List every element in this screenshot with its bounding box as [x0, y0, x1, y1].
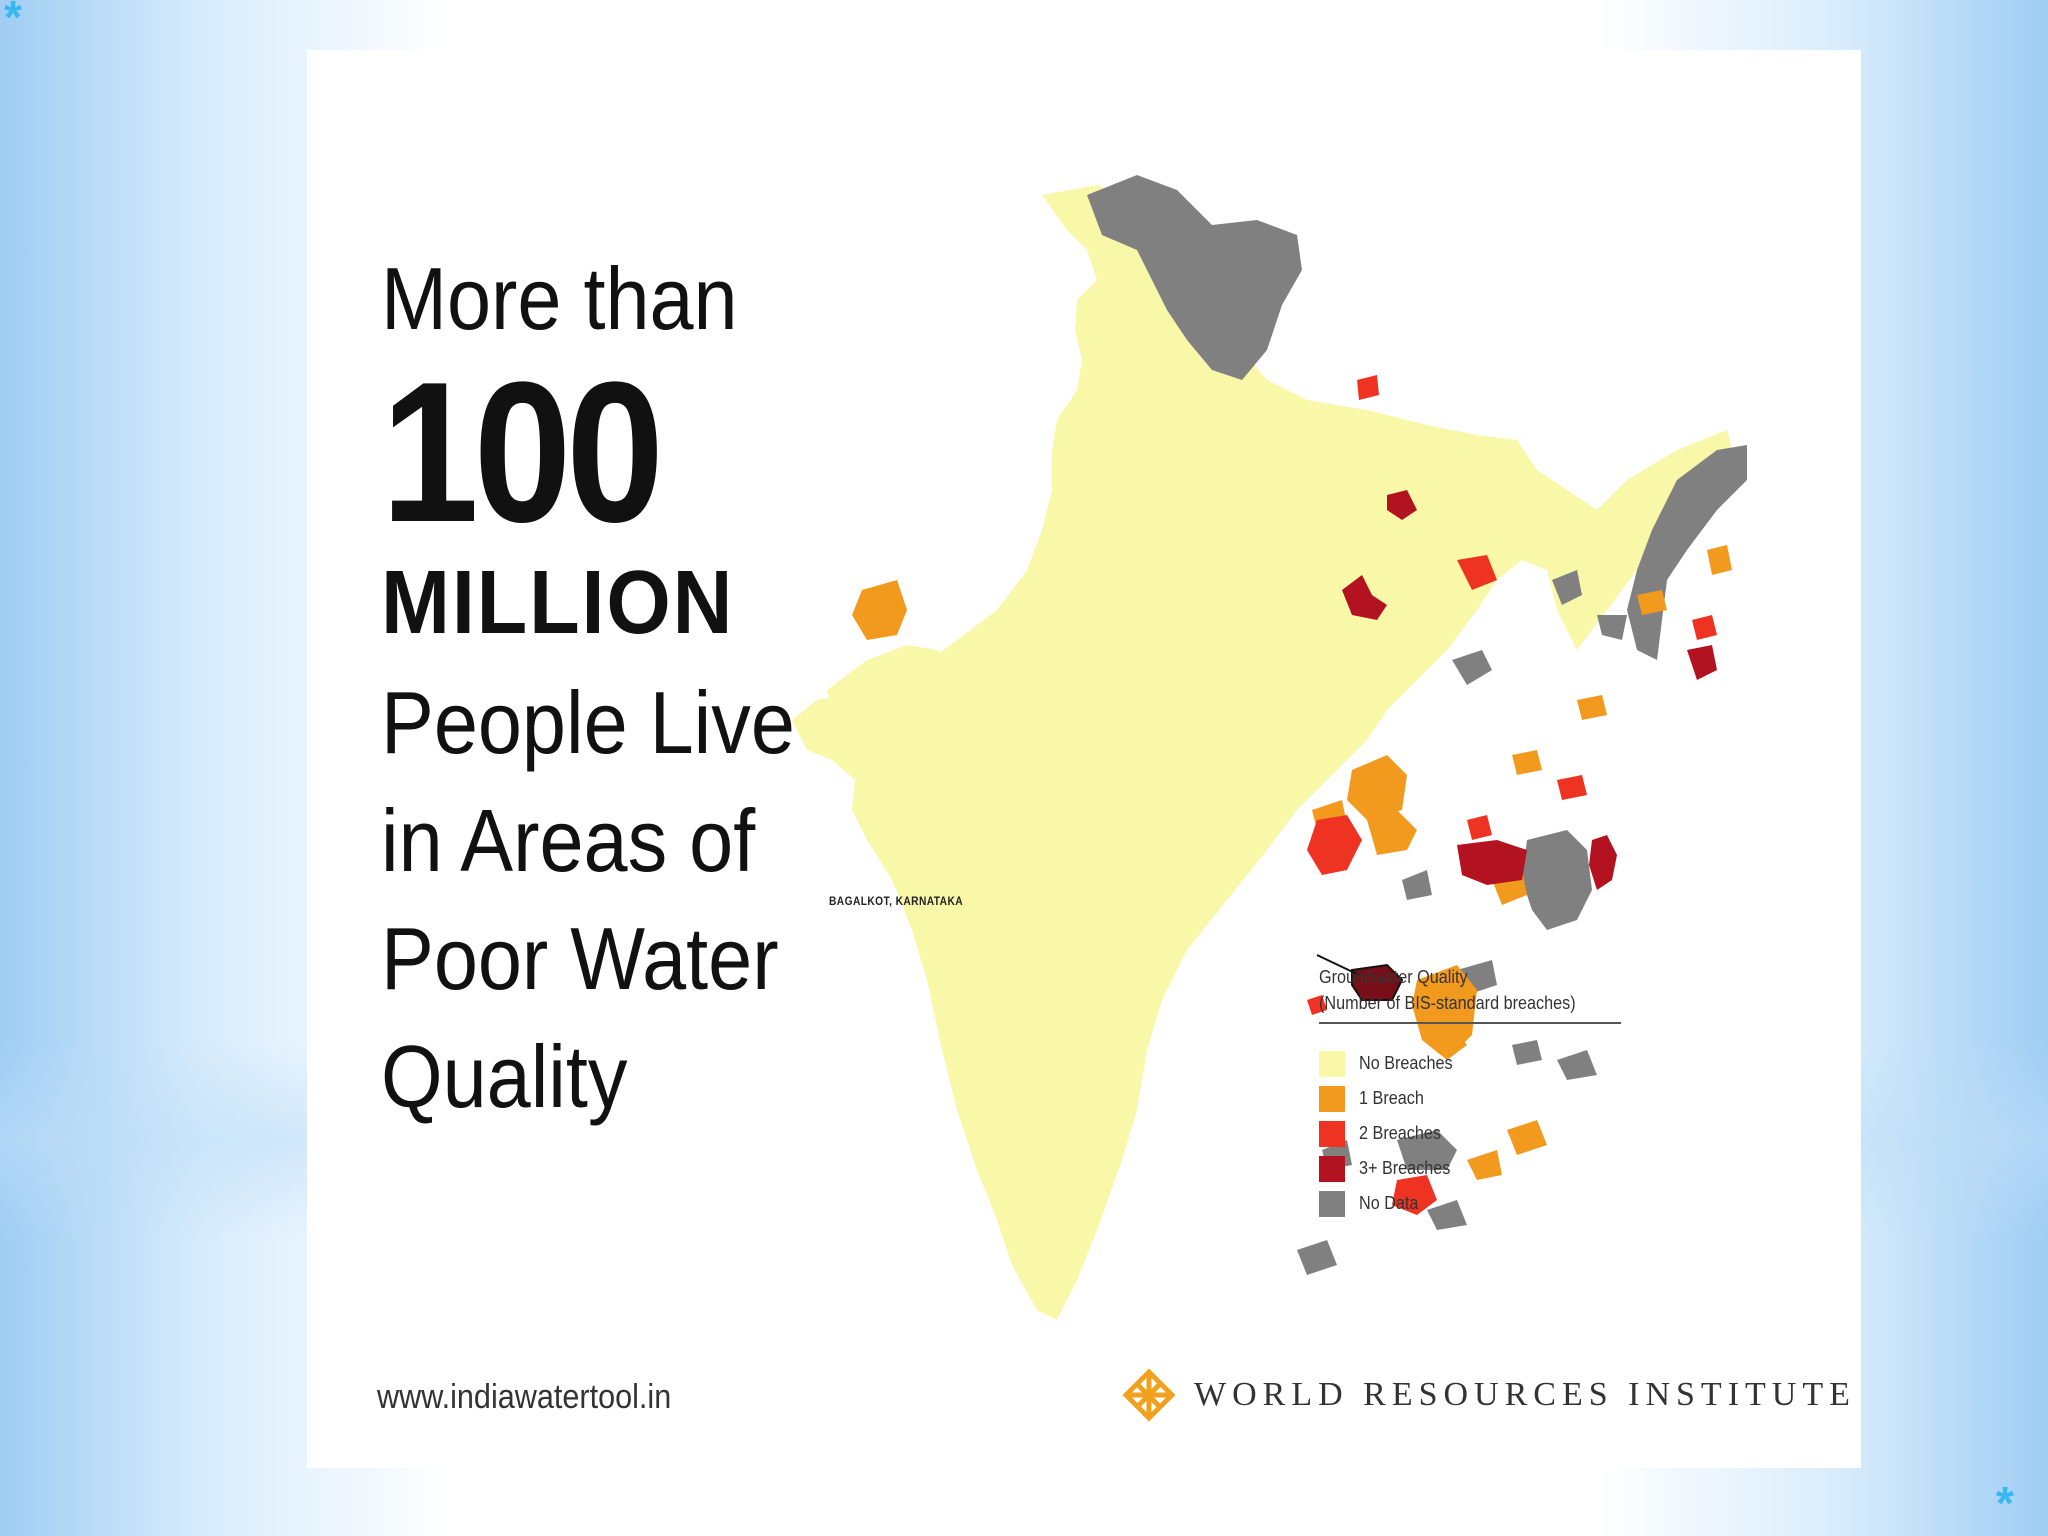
- legend-item: No Breaches: [1319, 1046, 1621, 1081]
- infographic-card: More than 100 MILLION People Live in Are…: [307, 50, 1861, 1468]
- map-region-1-breach-8: [1507, 1120, 1547, 1155]
- headline-line-1: More than: [381, 249, 738, 348]
- legend-label: No Data: [1359, 1193, 1419, 1213]
- headline-line-7: Quality: [381, 1027, 628, 1126]
- legend-swatch: [1319, 1050, 1345, 1077]
- map-region-no-data-south: [1397, 1130, 1457, 1170]
- bagalkot-callout: BAGALKOT, KARNATAKA: [829, 894, 964, 908]
- map-region-no-data-1: [1552, 570, 1582, 605]
- map-region-no-data-2: [1597, 615, 1627, 640]
- legend-label: 2 Breaches: [1359, 1123, 1441, 1143]
- corner-asterisk-icon: *: [1996, 1477, 2014, 1529]
- map-region-3plus-breaches-2: [1457, 840, 1527, 885]
- headline-line-6: Poor Water: [381, 909, 779, 1008]
- headline-line-4: People Live: [381, 673, 795, 772]
- map-region-1-breach-7: [1637, 590, 1667, 615]
- map-region-3plus-breaches-5: [1687, 645, 1717, 680]
- map-region-no-data-3: [1452, 650, 1492, 685]
- legend-swatch: [1319, 1155, 1345, 1182]
- legend-swatch: [1319, 1190, 1345, 1217]
- legend-item: No Data: [1319, 1186, 1621, 1221]
- legend-item: 2 Breaches: [1319, 1116, 1621, 1151]
- headline-number: 100: [381, 341, 664, 564]
- map-region-1-breach-13: [1512, 750, 1542, 775]
- map-region-2-breaches-2: [1392, 1175, 1437, 1215]
- map-region-1-breach-9: [1467, 1150, 1502, 1180]
- map-region-west: [827, 645, 957, 730]
- legend-subtitle: (Number of BIS-standard breaches): [1319, 993, 1576, 1013]
- map-region-2-breaches-8: [1307, 995, 1327, 1015]
- legend-item: 1 Breach: [1319, 1081, 1621, 1116]
- map-region-3plus-breaches-1: [1342, 575, 1387, 620]
- map-region-1-breach-6: [1707, 545, 1732, 575]
- headline: More than 100 MILLION People Live in Are…: [381, 240, 841, 1136]
- map-region-1-breach-5: [1427, 1025, 1467, 1060]
- map-region-1-breach-12: [1577, 695, 1607, 720]
- bagalkot-leader-line: [1316, 954, 1360, 976]
- map-region-2-breaches-1: [1307, 815, 1362, 875]
- map-region-1-breach-2: [1347, 755, 1407, 820]
- map-region-2-breaches-3: [1692, 615, 1717, 640]
- legend-swatch: [1319, 1120, 1345, 1147]
- map-region-1-breach-1: [852, 580, 907, 640]
- map-region-no-data-north: [1087, 175, 1302, 380]
- corner-asterisk-icon: *: [4, 0, 22, 43]
- map-region-3plus-breaches-bagalkot: [1351, 963, 1404, 1001]
- wri-logo: WORLD RESOURCES INSTITUTE: [1122, 1368, 1856, 1422]
- map-region-no-data-4: [1402, 870, 1432, 900]
- legend-item: 3+ Breaches: [1319, 1151, 1621, 1186]
- map-region-no-data-10: [1557, 1050, 1597, 1080]
- wri-name: WORLD RESOURCES INSTITUTE: [1194, 1376, 1856, 1413]
- map-region-3plus-breaches-4: [1387, 490, 1417, 520]
- map-region-no-data-9: [1297, 1240, 1337, 1275]
- legend-divider: [1319, 1022, 1621, 1024]
- legend-label: No Breaches: [1359, 1053, 1453, 1073]
- legend-label: 3+ Breaches: [1359, 1158, 1451, 1178]
- map-region-2-breaches-5: [1457, 555, 1497, 590]
- india-groundwater-map: [792, 175, 1747, 1320]
- map-region-2-breaches-7: [1557, 775, 1587, 800]
- map-region-no-breaches: [792, 185, 1737, 1320]
- map-region-no-data-central-east: [1522, 830, 1592, 930]
- map-region-2-breaches-4: [1357, 375, 1379, 400]
- map-region-1-breach-3: [1412, 965, 1477, 1060]
- map-legend: Groundwater Quality (Number of BIS-stand…: [1319, 964, 1621, 1221]
- source-url: www.indiawatertool.in: [377, 1378, 672, 1416]
- wri-lattice-icon: [1122, 1368, 1176, 1422]
- map-region-3plus-breaches-3: [1589, 835, 1617, 890]
- map-region-no-data-7: [1427, 1200, 1467, 1230]
- map-region-2-breaches-6: [1467, 815, 1492, 840]
- legend-label: 1 Breach: [1359, 1088, 1424, 1108]
- headline-line-5: in Areas of: [381, 791, 756, 890]
- legend-title: Groundwater Quality: [1319, 967, 1468, 987]
- map-region-no-data-11: [1512, 1040, 1542, 1065]
- map-region-1-breach-4: [1367, 810, 1417, 855]
- headline-million: MILLION: [381, 553, 735, 653]
- legend-swatch: [1319, 1085, 1345, 1112]
